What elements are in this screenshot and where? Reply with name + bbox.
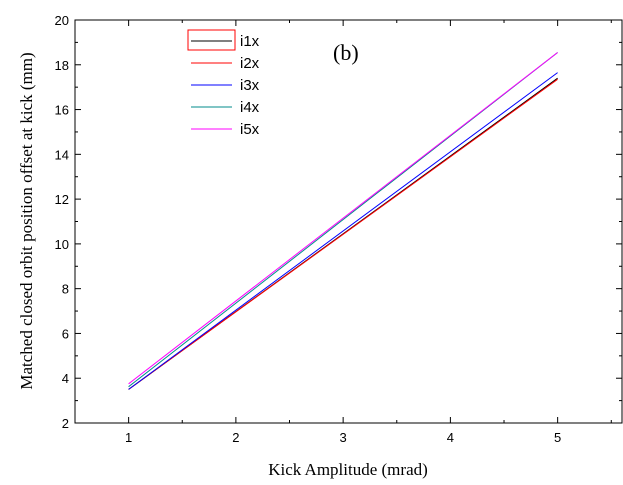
y-tick-label: 8 [62,282,69,297]
legend-highlight-box [187,29,236,51]
y-tick-label: 20 [55,13,69,28]
y-axis-title: Matched closed orbit position offset at … [17,52,36,389]
x-tick-label: 2 [232,430,239,445]
series-line-i3x [128,72,558,390]
y-tick-label: 16 [55,103,69,118]
x-tick-label: 3 [340,430,347,445]
plot-frame [74,19,623,424]
x-tick-label: 1 [125,430,132,445]
y-tick-label: 10 [55,237,69,252]
x-tick-label: 4 [447,430,454,445]
x-tick-label: 5 [554,430,561,445]
y-tick-label: 2 [62,416,69,431]
legend-label-i4x: i4x [240,99,260,116]
legend: i1x i2x i3x i4x i5x [187,29,260,138]
series-line-i2x [128,78,558,390]
legend-label-i5x: i5x [240,121,260,138]
y-tick-label: 6 [62,326,69,341]
series-line-i5x [128,52,558,385]
legend-label-i1x: i1x [240,33,260,50]
legend-label-i2x: i2x [240,55,260,72]
x-axis-title: Kick Amplitude (mrad) [268,460,428,479]
y-tick-label: 4 [62,371,69,386]
y-tick-label: 12 [55,192,69,207]
panel-annotation: (b) [333,40,359,65]
legend-label-i3x: i3x [240,77,260,94]
y-tick-label: 18 [55,58,69,73]
series-lines [128,52,558,390]
y-tick-label: 14 [55,147,69,162]
